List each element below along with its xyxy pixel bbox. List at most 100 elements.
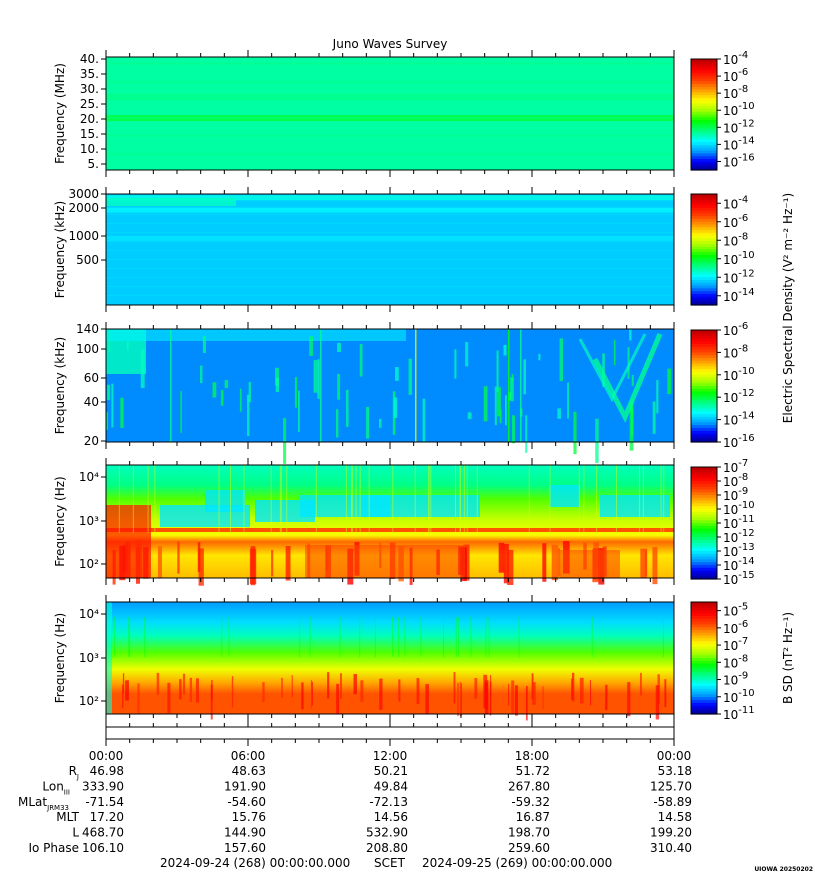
y-tick-label: 500: [76, 253, 99, 267]
y-tick-label: 60: [84, 371, 99, 385]
ephemeris-row-label: MLT: [56, 810, 79, 824]
panel-1: 40.35.30.25.20.15.10.5. Frequency (MHz) 10…: [53, 50, 755, 177]
ephemeris-row-label: RJ: [69, 764, 79, 781]
colorbar-tick-label: 10-6: [723, 619, 748, 636]
colorbar-tick-label: 10-4: [723, 194, 748, 211]
y-axis-label: Frequency (kHz): [53, 337, 67, 434]
ephemeris-value: 199.20: [650, 826, 692, 840]
colorbar-tick-label: 10-10: [723, 688, 755, 705]
y-tick-label: 3000: [68, 187, 99, 201]
colorbar-3: 10-6 10-8 10-10 10-12 10-14 10-16: [690, 321, 755, 450]
colorbar-tick-label: 10-16: [723, 152, 755, 169]
y-axis-label: Frequency (MHz): [53, 63, 67, 164]
y-tick-label: 10²: [79, 694, 99, 708]
ephemeris-value: 46.98: [90, 764, 124, 778]
footer-scet: SCET: [374, 856, 405, 870]
ephemeris-table: RJ 46.98 48.63 50.21 51.72 53.18 LonIII 333.90 1…: [18, 764, 692, 855]
figure-title: Juno Waves Survey: [332, 37, 448, 51]
ephemeris-value: -54.60: [227, 795, 266, 809]
y-tick-label: 140: [76, 322, 99, 336]
ephemeris-value: 267.80: [508, 779, 550, 793]
colorbar-tick-label: 10-7: [723, 636, 748, 653]
y-tick-label: 100: [76, 342, 99, 356]
colorbar-tick-label: 10-8: [723, 231, 748, 248]
colorbar-tick-label: 10-11: [723, 705, 755, 722]
colorbar-tick-label: 10-12: [723, 118, 755, 135]
x-tick-label: 18:00: [515, 749, 550, 763]
ephemeris-value: 532.90: [366, 826, 408, 840]
y-tick-label: 5.: [88, 157, 99, 171]
ephemeris-value: -58.89: [653, 795, 692, 809]
ephemeris-row-label: L: [72, 826, 79, 840]
ephemeris-value: 14.58: [658, 810, 692, 824]
ephemeris-value: 53.18: [658, 764, 692, 778]
y-axis-label: Frequency (Hz): [53, 613, 67, 704]
y-tick-label: 40.: [80, 52, 99, 66]
x-tick-label: 00:00: [89, 749, 124, 763]
time-axis: 00:00 06:00 12:00 18:00 00:00: [89, 720, 692, 763]
ephemeris-row-label: MLatJRM33: [18, 795, 69, 812]
y-tick-label: 10³: [79, 514, 99, 528]
colorbar-tick-label: 10-10: [723, 101, 755, 118]
y-tick-label: 2000: [68, 201, 99, 215]
colorbar-tick-label: 10-6: [723, 321, 748, 338]
colorbar-tick-label: 10-6: [723, 67, 748, 84]
ephemeris-value: 259.60: [508, 841, 550, 855]
y-tick-label: 10.: [80, 142, 99, 156]
y-axis-label: Frequency (kHz): [53, 201, 67, 298]
ephemeris-row-label: Io Phase: [28, 841, 79, 855]
y-tick-label: 20.: [80, 112, 99, 126]
colorbar-tick-label: 10-12: [723, 268, 755, 285]
y-axis-label: Frequency (Hz): [53, 476, 67, 567]
x-tick-label: 12:00: [373, 749, 408, 763]
colorbar-tick-label: 10-8: [723, 84, 748, 101]
y-tick-label: 25.: [80, 97, 99, 111]
ephemeris-value: 125.70: [650, 779, 692, 793]
ephemeris-value: -72.13: [369, 795, 408, 809]
colorbar-tick-label: 10-14: [723, 135, 755, 152]
colorbar-tick-label: 10-15: [723, 570, 755, 587]
y-tick-label: 15.: [80, 127, 99, 141]
colorbar-label-magnetic: B SD (nT² Hz⁻¹): [781, 612, 795, 704]
ephemeris-value: 17.20: [90, 810, 124, 824]
y-tick-label: 10⁴: [79, 470, 99, 484]
y-tick-label: 20: [84, 434, 99, 448]
panel-4: 10⁴ 10³ 10² Frequency (Hz) 10-710-810-910-10…: [53, 458, 755, 587]
colorbar-tick-label: 10-10: [723, 250, 755, 267]
colorbar-tick-label: 10-14: [723, 287, 755, 304]
ephemeris-value: -59.32: [511, 795, 550, 809]
ephemeris-value: 310.40: [650, 841, 692, 855]
y-tick-label: 35.: [80, 67, 99, 81]
ephemeris-value: 50.21: [374, 764, 408, 778]
colorbar-tick-label: 10-12: [723, 388, 755, 405]
ephemeris-value: 198.70: [508, 826, 550, 840]
x-tick-label: 00:00: [657, 749, 692, 763]
y-tick-label: 40: [84, 395, 99, 409]
watermark: UIOWA 20250202: [754, 866, 813, 873]
colorbar-tick-label: 10-4: [723, 50, 748, 67]
colorbar-tick-label: 10-6: [723, 213, 748, 230]
colorbar-tick-label: 10-10: [723, 366, 755, 383]
x-tick-label: 06:00: [231, 749, 266, 763]
colorbar-4: 10-710-810-910-1010-1110-1210-1310-1410-…: [690, 458, 755, 587]
ephemeris-value: 208.80: [366, 841, 408, 855]
y-tick-label: 10³: [79, 651, 99, 665]
ephemeris-value: 48.63: [232, 764, 266, 778]
ephemeris-value: 14.56: [374, 810, 408, 824]
ephemeris-value: 144.90: [224, 826, 266, 840]
footer-start: 2024-09-24 (268) 00:00:00.000: [160, 856, 351, 870]
ephemeris-value: 51.72: [516, 764, 550, 778]
panel-3: 140 100 60 40 20 Frequency (kHz) 10-6 10-8 10-10…: [53, 321, 755, 464]
ephemeris-value: 15.76: [232, 810, 266, 824]
ephemeris-value: 468.70: [82, 826, 124, 840]
ephemeris-value: 106.10: [82, 841, 124, 855]
y-tick-label: 10⁴: [79, 607, 99, 621]
colorbar-label-electric: Electric Spectral Density (V² m⁻² Hz⁻¹): [781, 193, 795, 423]
y-tick-label: 30.: [80, 82, 99, 96]
footer-end: 2024-09-25 (269) 00:00:00.000: [422, 856, 613, 870]
